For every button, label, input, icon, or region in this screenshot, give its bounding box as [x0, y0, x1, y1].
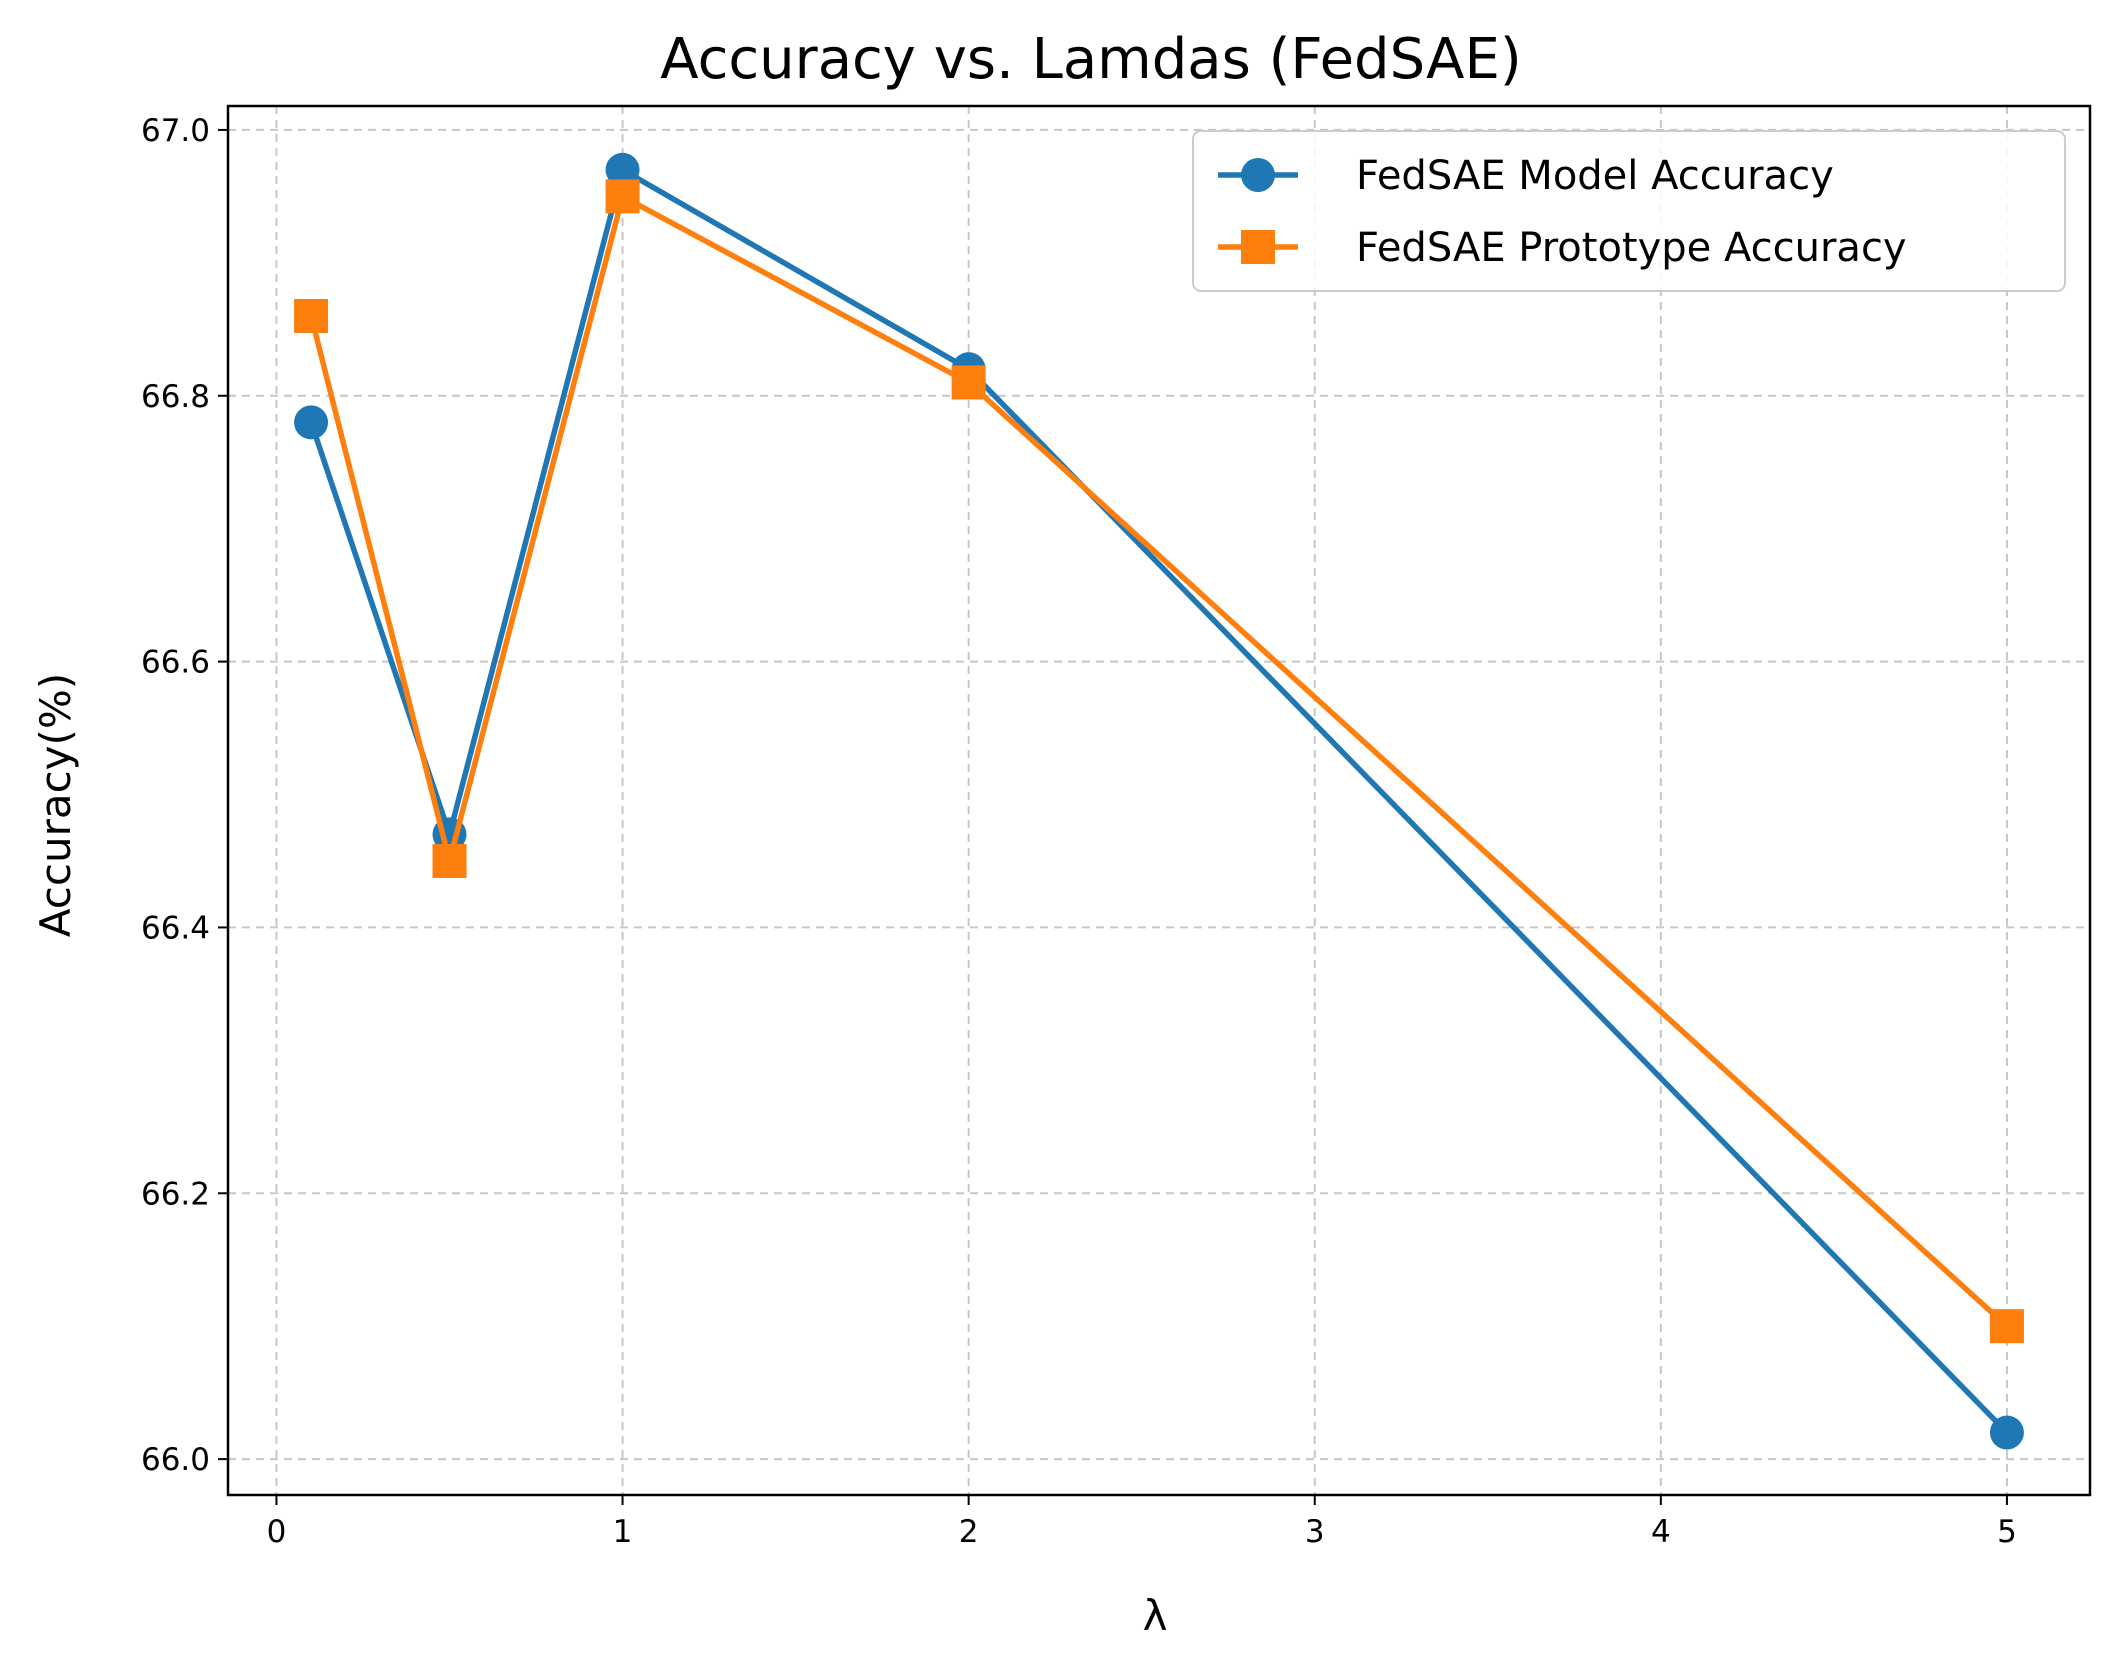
legend-marker-prototype-accuracy: [1241, 230, 1275, 264]
y-tick-label: 66.4: [141, 910, 210, 946]
grid: [228, 106, 2090, 1495]
x-tick-label: 1: [613, 1514, 633, 1550]
data-point-prototype-accuracy: [294, 299, 329, 334]
y-tick-label: 66.0: [141, 1442, 210, 1478]
legend-box: [1192, 130, 2066, 292]
y-tick-label: 67.0: [141, 113, 210, 149]
series-prototype-accuracy: [294, 179, 2024, 1344]
legend: FedSAE Model Accuracy FedSAE Prototype Ac…: [1192, 130, 2066, 292]
legend-marker-model-accuracy: [1241, 158, 1275, 192]
data-point-prototype-accuracy: [432, 843, 467, 878]
chart-title: Accuracy vs. Lamdas (FedSAE): [660, 27, 1521, 92]
plot-frame: [226, 104, 2092, 1497]
axis-ticks: 0 1 2 3 4 5 66.0 66.2 66.4 66.6 66.8 67.0: [141, 113, 2017, 1550]
legend-label-prototype-accuracy: FedSAE Prototype Accuracy: [1356, 225, 1907, 271]
data-point-model-accuracy: [1989, 1415, 2024, 1450]
x-tick-label: 5: [1997, 1514, 2017, 1550]
x-tick-label: 4: [1651, 1514, 1671, 1550]
x-tick-label: 3: [1305, 1514, 1325, 1550]
y-tick-label: 66.6: [141, 645, 210, 681]
x-tick-label: 0: [267, 1514, 287, 1550]
data-point-model-accuracy: [605, 152, 640, 187]
y-tick-label: 66.8: [141, 379, 210, 415]
legend-label-model-accuracy: FedSAE Model Accuracy: [1356, 153, 1834, 199]
y-tick-label: 66.2: [141, 1176, 210, 1212]
data-point-model-accuracy: [294, 405, 329, 440]
data-point-prototype-accuracy: [1989, 1309, 2024, 1344]
x-axis-title: λ: [1143, 1591, 1168, 1640]
y-axis-title: Accuracy(%): [31, 673, 80, 937]
data-point-prototype-accuracy: [951, 365, 986, 400]
plot-series: [294, 152, 2024, 1450]
x-tick-label: 2: [959, 1514, 979, 1550]
data-point-prototype-accuracy: [605, 179, 640, 214]
